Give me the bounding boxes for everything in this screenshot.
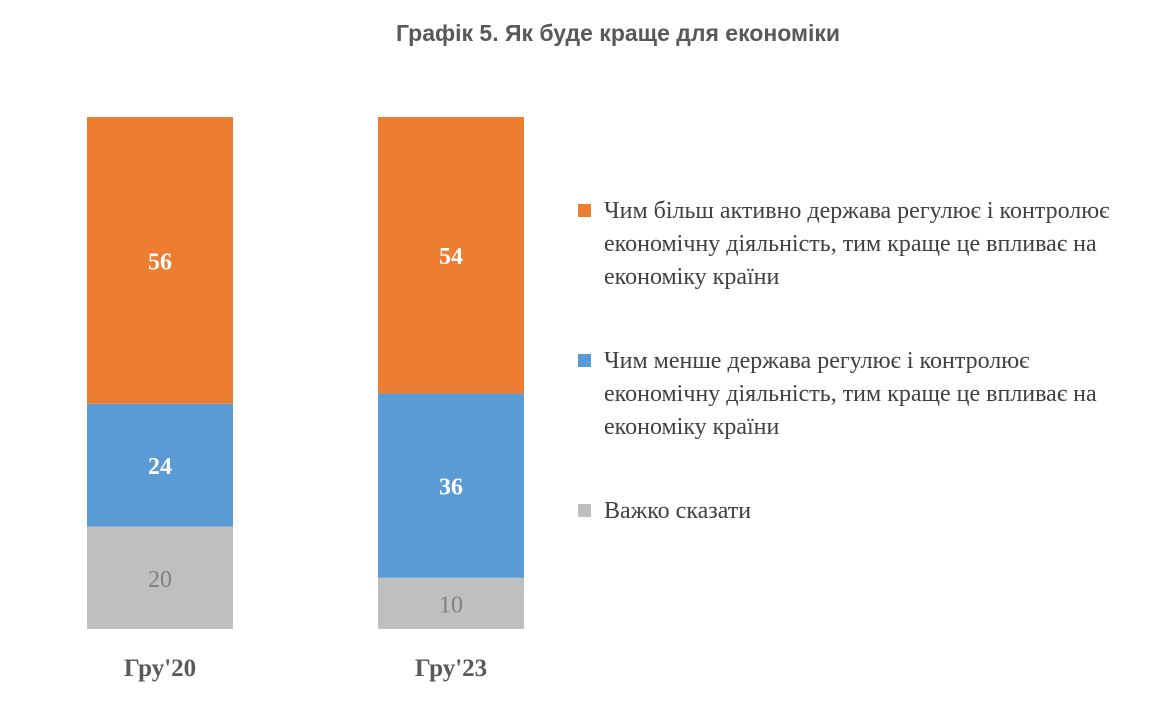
- chart-title: Графік 5. Як буде краще для економіки: [395, 20, 841, 46]
- bar-segment: [87, 403, 233, 527]
- data-label: 56: [148, 249, 172, 275]
- legend-swatch-gray: [578, 504, 591, 517]
- legend-label: Чим менше держава регулює і контролює ек…: [604, 348, 1097, 440]
- legend-swatch-blue: [578, 354, 591, 367]
- bar-segment: [87, 526, 233, 629]
- bar-segment: [87, 117, 233, 404]
- data-label: 24: [148, 454, 172, 480]
- bar-segment: [378, 577, 524, 629]
- data-label: 10: [439, 592, 463, 618]
- data-label: 20: [148, 567, 172, 593]
- legend-swatch-orange: [578, 204, 591, 217]
- category-label: Гру'20: [124, 655, 196, 682]
- stacked-bar-chart: 20 24 56 Гру'20 10 36 54 Гру'23: [87, 117, 524, 682]
- bar-segment: [378, 117, 524, 394]
- category-label: Гру'23: [415, 655, 487, 682]
- data-label: 36: [439, 475, 463, 501]
- bar-segment: [378, 393, 524, 578]
- legend-label: Чим більш активно держава регулює і конт…: [604, 198, 1110, 290]
- data-label: 54: [439, 244, 463, 270]
- legend-label: Важко сказати: [604, 498, 752, 524]
